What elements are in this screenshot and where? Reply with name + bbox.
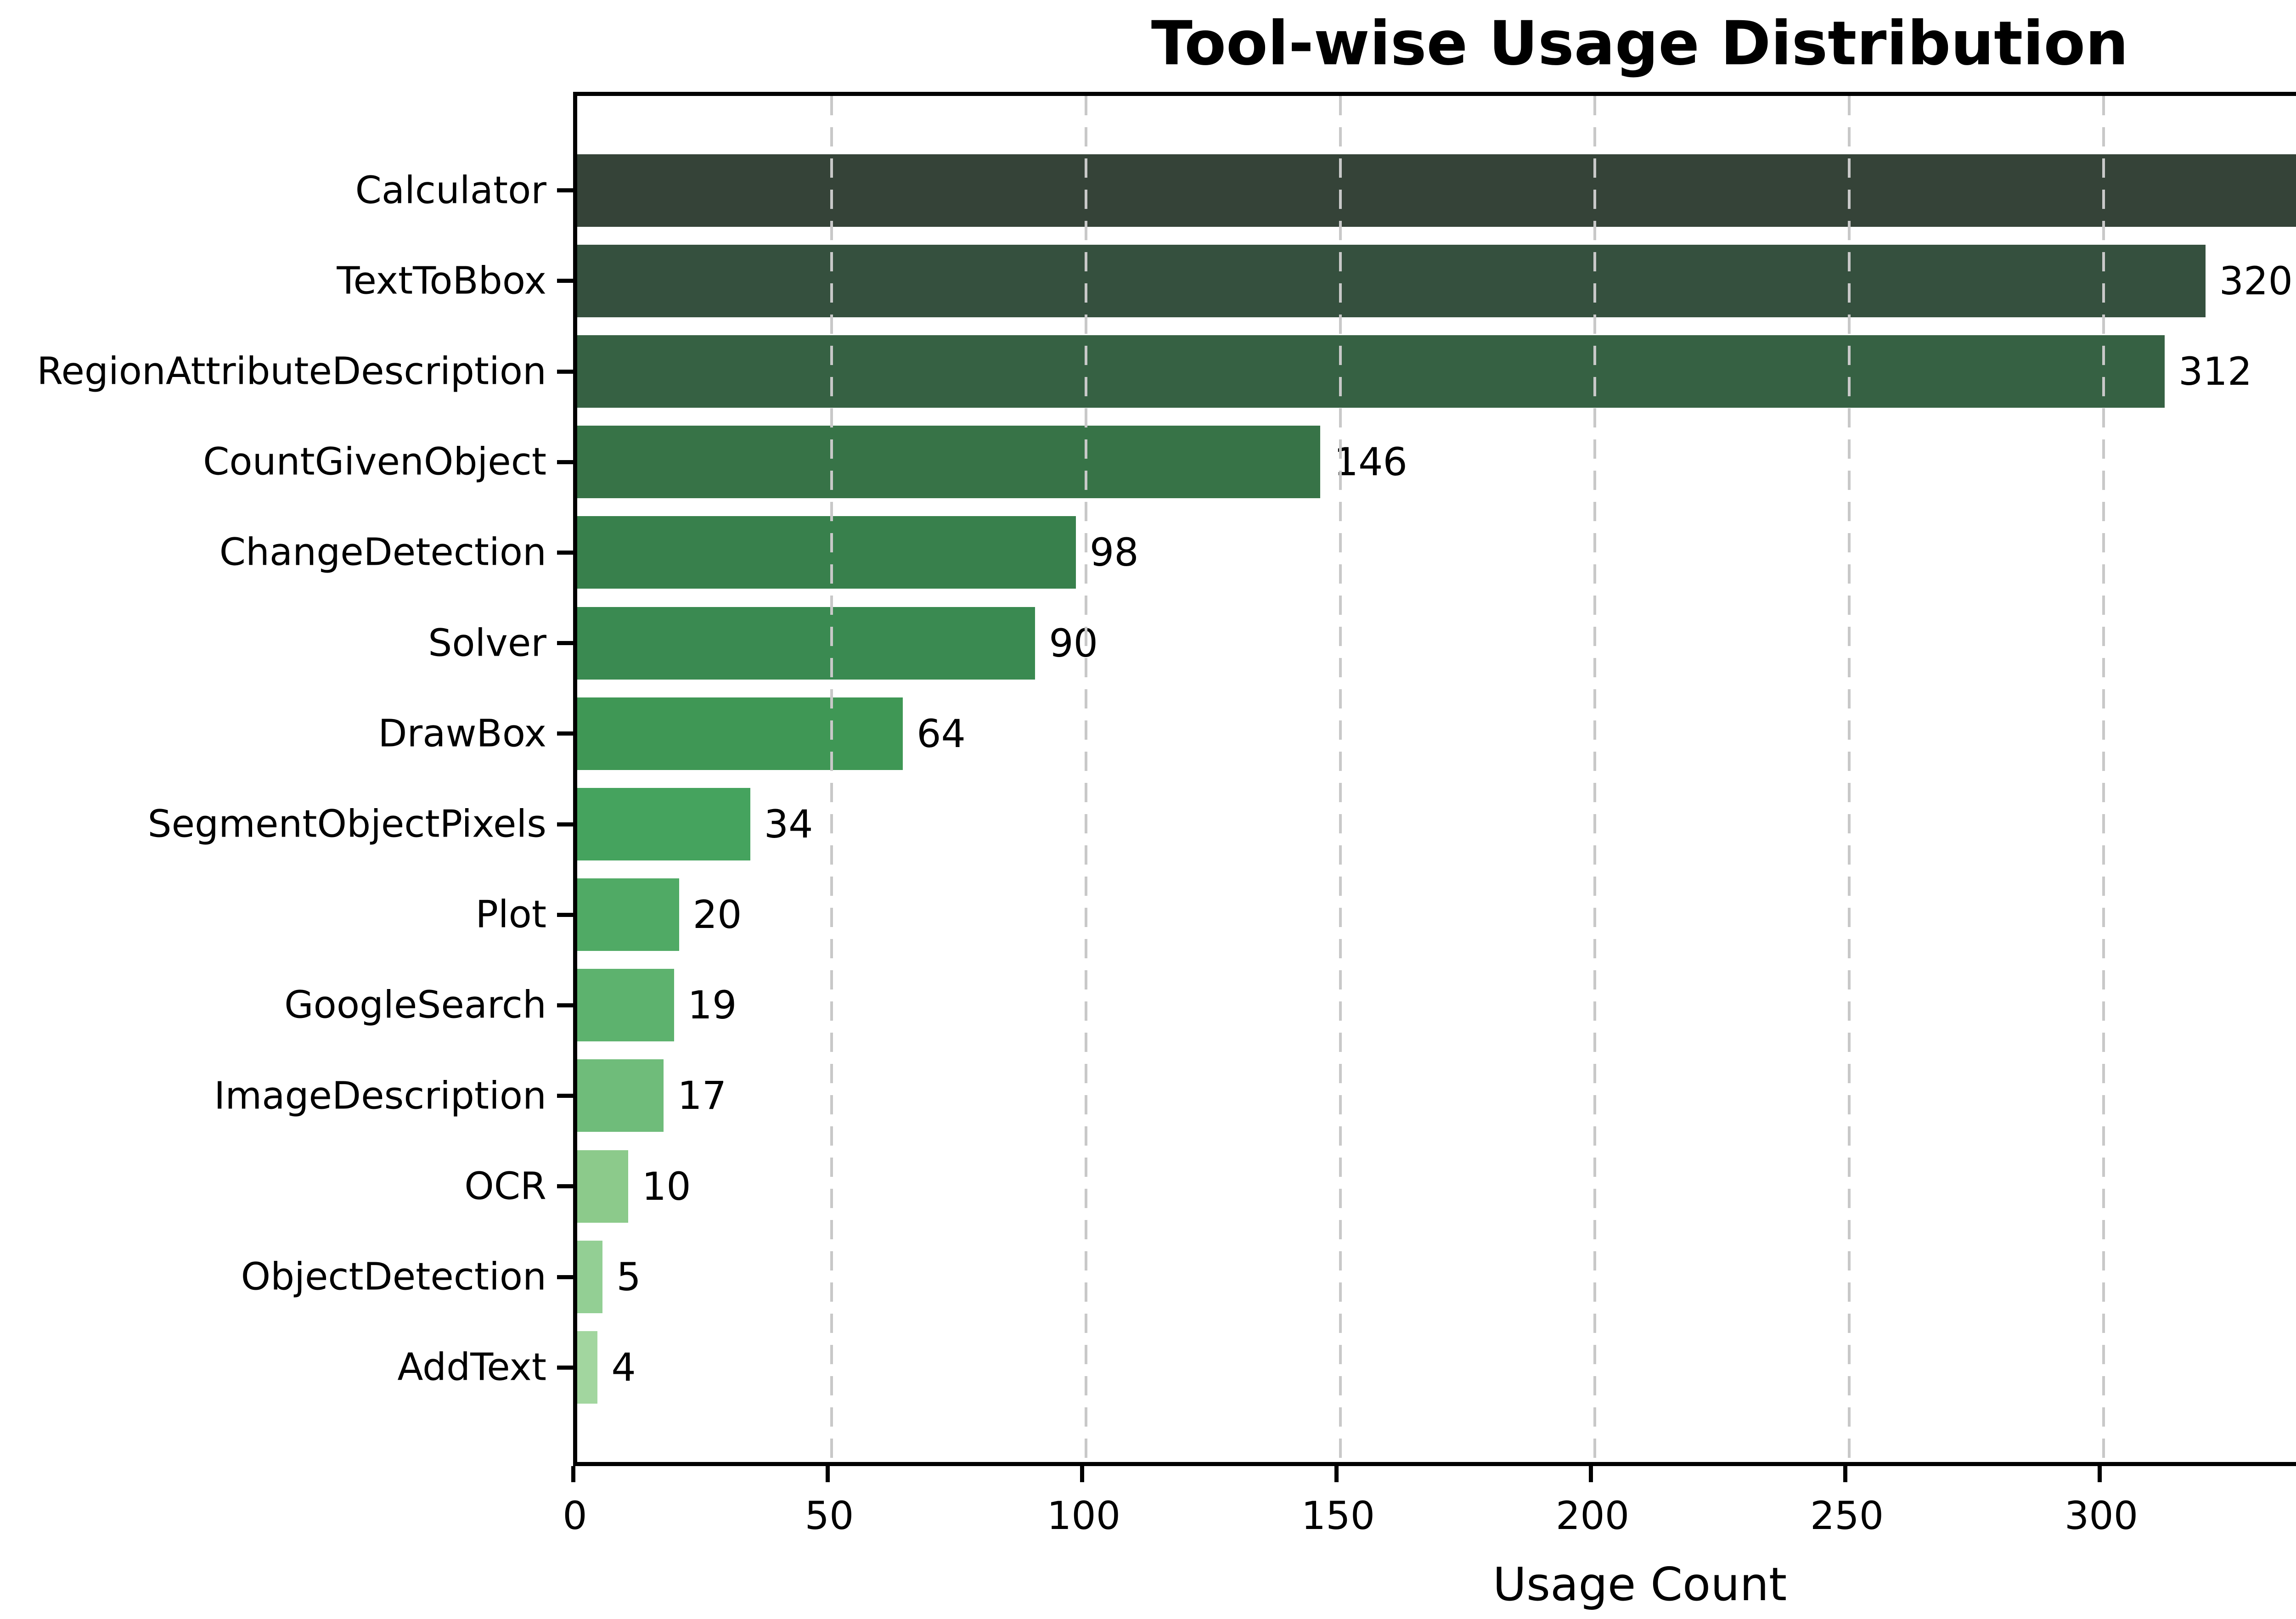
bar-AddText [577,1331,598,1404]
category-label-GoogleSearch: GoogleSearch [284,983,546,1027]
value-label-ObjectDetection: 5 [616,1254,641,1299]
bar-row-Calculator: 398 [577,145,2296,236]
y-tick-SegmentObjectPixels [557,822,573,826]
value-label-SegmentObjectPixels: 34 [764,801,813,847]
category-label-AddText: AddText [397,1345,546,1389]
x-tick-200 [1588,1466,1593,1482]
y-tick-CountGivenObject [557,460,573,464]
category-label-DrawBox: DrawBox [378,712,546,756]
bar-Calculator [577,154,2296,227]
x-tick-label-200: 200 [1555,1493,1630,1538]
category-label-ObjectDetection: ObjectDetection [241,1255,546,1299]
value-label-GoogleSearch: 19 [687,983,737,1028]
value-label-CountGivenObject: 146 [1334,439,1408,485]
x-tick-150 [1334,1466,1339,1482]
bar-ObjectDetection [577,1240,603,1313]
category-label-Calculator: Calculator [355,169,546,213]
gridline-x-100 [1085,96,1087,1462]
value-label-Solver: 90 [1049,620,1098,666]
value-label-RegionAttributeDescription: 312 [2178,349,2252,394]
bars-container: 398 320 312 146 98 90 64 34 20 19 17 105 4 [577,145,2296,1413]
y-tick-AddText [557,1365,573,1370]
bar-row-AddText: 4 [577,1322,2296,1412]
y-tick-Calculator [557,188,573,193]
bar-row-DrawBox: 64 [577,688,2296,779]
value-label-ChangeDetection: 98 [1089,530,1139,575]
value-label-DrawBox: 64 [917,711,966,756]
bar-row-GoogleSearch: 19 [577,960,2296,1051]
bar-row-SegmentObjectPixels: 34 [577,779,2296,869]
x-tick-label-0: 0 [563,1493,587,1538]
value-label-TextToBbox: 320 [2219,258,2293,304]
x-tick-label-300: 300 [2064,1493,2138,1538]
bar-row-TextToBbox: 320 [577,236,2296,326]
bar-OCR [577,1150,628,1223]
bar-ChangeDetection [577,516,1076,589]
bar-row-OCR: 10 [577,1141,2296,1231]
bar-DrawBox [577,697,903,770]
bar-row-Plot: 20 [577,870,2296,960]
gridline-x-300 [2102,96,2105,1462]
bar-SegmentObjectPixels [577,787,750,860]
y-tick-TextToBbox [557,279,573,283]
bar-row-ImageDescription: 17 [577,1051,2296,1141]
value-label-OCR: 10 [642,1164,691,1209]
x-tick-300 [2097,1466,2102,1482]
plot-area: 398 320 312 146 98 90 64 34 20 19 17 105 4 [557,92,2296,1482]
bar-row-ChangeDetection: 98 [577,507,2296,598]
bar-row-Solver: 90 [577,598,2296,688]
gridline-x-50 [830,96,833,1462]
y-tick-RegionAttributeDescription [557,369,573,374]
category-label-OCR: OCR [464,1164,546,1209]
bar-GoogleSearch [577,969,674,1042]
category-label-Plot: Plot [475,893,546,937]
x-tick-label-100: 100 [1047,1493,1121,1538]
x-tick-0 [571,1466,575,1482]
y-tick-DrawBox [557,731,573,736]
gridline-x-200 [1593,96,1596,1462]
gridline-x-150 [1339,96,1342,1462]
y-tick-OCR [557,1184,573,1189]
chart-title: Tool-wise Usage Distribution [1151,8,2129,79]
category-label-ChangeDetection: ChangeDetection [219,530,546,574]
bar-TextToBbox [577,244,2206,317]
x-tick-250 [1843,1466,1847,1482]
category-label-Solver: Solver [428,621,546,665]
y-tick-Solver [557,641,573,646]
value-label-AddText: 4 [611,1345,636,1390]
bar-ImageDescription [577,1059,664,1132]
value-label-Plot: 20 [692,892,742,938]
x-tick-label-250: 250 [1810,1493,1884,1538]
category-label-RegionAttributeDescription: RegionAttributeDescription [37,349,546,394]
bar-Plot [577,878,679,951]
y-tick-GoogleSearch [557,1003,573,1007]
x-axis-label: Usage Count [1492,1557,1787,1611]
y-tick-ImageDescription [557,1094,573,1098]
y-tick-Plot [557,912,573,917]
y-tick-ObjectDetection [557,1275,573,1279]
bar-row-RegionAttributeDescription: 312 [577,326,2296,416]
category-label-CountGivenObject: CountGivenObject [203,440,546,484]
y-tick-ChangeDetection [557,550,573,555]
bar-RegionAttributeDescription [577,335,2165,408]
x-tick-100 [1080,1466,1084,1482]
x-tick-label-150: 150 [1301,1493,1375,1538]
bar-row-CountGivenObject: 146 [577,417,2296,507]
bar-CountGivenObject [577,426,1320,499]
x-tick-50 [825,1466,830,1482]
value-label-ImageDescription: 17 [677,1073,727,1119]
gridline-x-250 [1848,96,1851,1462]
x-tick-label-50: 50 [805,1493,854,1538]
bar-Solver [577,607,1035,680]
bar-row-ObjectDetection: 5 [577,1231,2296,1322]
category-label-ImageDescription: ImageDescription [214,1074,546,1118]
y-axis-category-labels: Calculator TextToBbox RegionAttributeDescr… [0,92,546,1466]
category-label-SegmentObjectPixels: SegmentObjectPixels [147,802,546,846]
category-label-TextToBbox: TextToBbox [337,259,546,303]
